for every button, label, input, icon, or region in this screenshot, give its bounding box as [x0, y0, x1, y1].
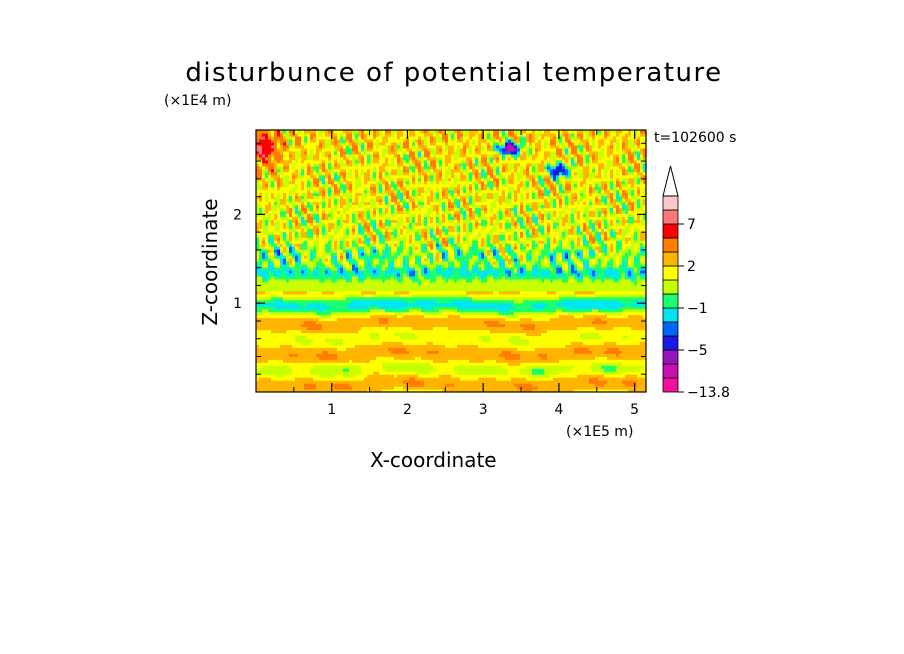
plot-frame [255, 129, 647, 393]
colorbar-swatch [662, 223, 679, 239]
y-tick-label: 1 [233, 296, 242, 312]
colorbar-label: −13.8 [687, 385, 730, 401]
colorbar-swatch [662, 349, 679, 365]
colorbar-swatch [662, 279, 679, 295]
colorbar-label: 7 [687, 217, 696, 233]
temperature-field [256, 130, 646, 392]
colorbar-swatch [662, 377, 679, 393]
x-tick-label: 2 [403, 402, 412, 418]
x-axis-label: X-coordinate [370, 448, 497, 472]
colorbar-swatch [662, 321, 679, 337]
colorbar-swatch [662, 195, 679, 211]
colorbar-swatch [662, 237, 679, 253]
colorbar-swatch [662, 293, 679, 309]
colorbar: 7 2 −1 −5 −13.8 [662, 165, 730, 401]
colorbar-label: −5 [687, 343, 708, 359]
x-tick-label: 4 [554, 402, 563, 418]
colorbar-swatch [662, 209, 679, 225]
colorbar-label: −1 [687, 301, 708, 317]
colorbar-overflow-arrow [662, 165, 679, 197]
colorbar-label: 2 [687, 259, 696, 275]
colorbar-swatch [662, 251, 679, 267]
colorbar-swatch [662, 363, 679, 379]
y-tick-label: 2 [233, 207, 242, 223]
colorbar-swatch [662, 335, 679, 351]
colorbar-swatch [662, 265, 679, 281]
axis-ticks: 1 2 3 4 5 1 2 [233, 130, 646, 418]
x-axis-scale-label: (×1E5 m) [566, 424, 634, 440]
z-axis-scale-label: (×1E4 m) [164, 93, 232, 109]
x-tick-label: 3 [479, 402, 488, 418]
time-label: t=102600 s [654, 130, 737, 146]
x-tick-label: 5 [630, 402, 639, 418]
colorbar-swatch [662, 307, 679, 323]
chart-title: disturbunce of potential temperature [185, 58, 723, 88]
x-tick-label: 1 [327, 402, 336, 418]
